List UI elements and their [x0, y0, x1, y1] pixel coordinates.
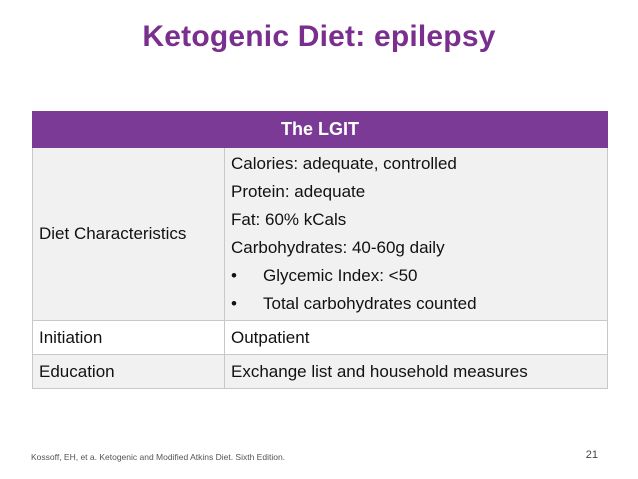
table-row-initiation: Initiation Outpatient — [32, 320, 608, 355]
table-row-diet-characteristics: Diet Characteristics Calories: adequate,… — [32, 147, 608, 321]
diet-characteristics-cell: Calories: adequate, controlled Protein: … — [224, 147, 608, 321]
bullet-icon: • — [231, 294, 237, 313]
table-header-row: The LGIT — [32, 111, 608, 148]
lgit-table: The LGIT Diet Characteristics Calories: … — [32, 111, 608, 389]
fat-line: Fat: 60% kCals — [231, 210, 347, 229]
page-number: 21 — [585, 449, 598, 461]
calories-line: Calories: adequate, controlled — [231, 154, 457, 173]
education-value: Exchange list and household measures — [224, 354, 608, 389]
table-row-education: Education Exchange list and household me… — [32, 354, 608, 389]
glycemic-index-text: Glycemic Index: <50 — [263, 266, 418, 285]
carbohydrates-line: Carbohydrates: 40-60g daily — [231, 238, 445, 257]
initiation-value: Outpatient — [224, 320, 608, 355]
total-carbohydrates-text: Total carbohydrates counted — [263, 294, 477, 313]
table-header: The LGIT — [32, 111, 608, 148]
bullet-icon: • — [231, 266, 237, 285]
protein-line: Protein: adequate — [231, 182, 366, 201]
row-label-diet-characteristics: Diet Characteristics — [32, 147, 225, 321]
slide-title: Ketogenic Diet: epilepsy — [142, 20, 496, 53]
glycemic-index-bullet: • Glycemic Index: <50 — [231, 262, 601, 290]
total-carbohydrates-bullet: • Total carbohydrates counted — [231, 290, 601, 318]
row-label-education: Education — [32, 354, 225, 389]
citation: Kossoff, EH, et a. Ketogenic and Modifie… — [31, 452, 286, 462]
row-label-initiation: Initiation — [32, 320, 225, 355]
